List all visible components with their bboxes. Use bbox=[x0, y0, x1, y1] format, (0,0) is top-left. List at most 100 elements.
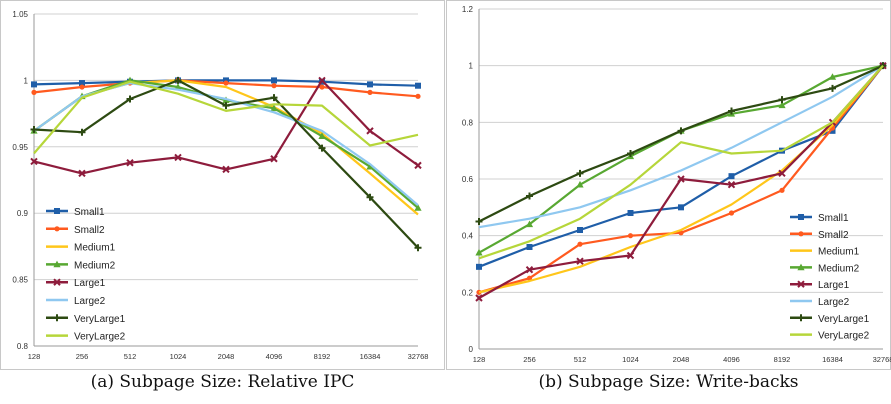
data-point bbox=[779, 187, 785, 193]
y-tick-label: 0.8 bbox=[462, 118, 474, 127]
series-large1 bbox=[475, 61, 887, 302]
x-tick-label: 128 bbox=[473, 355, 486, 364]
data-point bbox=[677, 175, 685, 183]
data-point bbox=[31, 89, 37, 95]
series-verylarge1 bbox=[475, 62, 887, 225]
data-point bbox=[318, 76, 326, 85]
data-point bbox=[223, 77, 229, 84]
data-point bbox=[778, 169, 786, 178]
data-point bbox=[30, 126, 38, 134]
legend-entry: Medium2 bbox=[790, 263, 860, 274]
data-point bbox=[174, 153, 182, 162]
data-point bbox=[626, 251, 635, 260]
legend-label: Large1 bbox=[818, 280, 850, 291]
legend-label: Large2 bbox=[818, 297, 850, 308]
y-tick-label: 0.2 bbox=[462, 288, 474, 297]
data-point bbox=[798, 214, 804, 220]
chart-panel-relative-ipc: 0.8 0.85 0.9 0.95 1 1.05 128 256 512 1024 2048 4096… bbox=[0, 0, 445, 404]
data-point bbox=[270, 94, 278, 102]
data-point bbox=[829, 127, 836, 134]
legend-entry: Small2 bbox=[46, 225, 105, 236]
data-point bbox=[318, 144, 326, 152]
data-point bbox=[366, 162, 374, 170]
legend-label: Medium2 bbox=[818, 263, 860, 274]
data-point bbox=[53, 260, 61, 268]
data-point bbox=[53, 314, 61, 322]
data-point bbox=[79, 80, 85, 87]
legend-label: VeryLarge1 bbox=[818, 314, 870, 325]
series-verylarge2 bbox=[478, 64, 884, 260]
data-point bbox=[318, 132, 326, 139]
series-line bbox=[478, 64, 884, 260]
data-point bbox=[829, 84, 836, 92]
data-point bbox=[627, 233, 634, 239]
data-point bbox=[627, 150, 634, 157]
data-point bbox=[174, 83, 182, 90]
data-point bbox=[414, 204, 422, 211]
data-point bbox=[576, 257, 584, 265]
data-point bbox=[31, 81, 37, 88]
legend-label: Large2 bbox=[74, 296, 106, 307]
data-point bbox=[79, 84, 85, 90]
y-tick-label: 0.4 bbox=[462, 232, 474, 241]
legend-entry: Medium1 bbox=[46, 243, 116, 254]
data-point bbox=[476, 263, 482, 270]
data-point bbox=[475, 218, 483, 225]
data-point bbox=[526, 192, 533, 200]
x-tick-label: 512 bbox=[124, 352, 137, 361]
legend-entry: VeryLarge1 bbox=[790, 314, 870, 325]
data-point bbox=[475, 294, 483, 302]
data-point bbox=[223, 80, 229, 86]
data-point bbox=[828, 73, 837, 80]
legend-entry: Medium2 bbox=[46, 260, 116, 271]
data-point bbox=[576, 169, 584, 177]
data-point bbox=[126, 95, 134, 103]
x-tick-label: 8192 bbox=[774, 355, 791, 364]
data-point bbox=[475, 248, 483, 256]
legend-label: Large1 bbox=[74, 278, 106, 289]
x-tick-label: 16384 bbox=[360, 352, 381, 361]
y-tick-label: 0.85 bbox=[12, 276, 28, 285]
legend-entry: Large1 bbox=[46, 278, 106, 289]
data-point bbox=[778, 101, 786, 109]
data-point bbox=[126, 159, 134, 167]
x-tick-label: 8192 bbox=[314, 352, 331, 361]
data-point bbox=[415, 93, 421, 99]
data-point bbox=[728, 107, 735, 115]
legend-label: VeryLarge2 bbox=[74, 332, 126, 343]
legend-entry: Large2 bbox=[46, 296, 106, 307]
legend-entry: Large2 bbox=[790, 297, 850, 308]
data-point bbox=[78, 169, 86, 178]
data-point bbox=[526, 275, 533, 281]
chart-relative-ipc: 0.8 0.85 0.9 0.95 1 1.05 128 256 512 1024 2048 4096… bbox=[0, 0, 445, 370]
chart-frame bbox=[446, 0, 891, 370]
data-point bbox=[366, 193, 374, 201]
x-tick-label: 16384 bbox=[822, 355, 843, 364]
legend-entry: VeryLarge2 bbox=[46, 332, 126, 343]
legend-entry: Small2 bbox=[790, 230, 849, 241]
y-tick-label: 0 bbox=[469, 345, 474, 354]
x-tick-label: 512 bbox=[574, 355, 587, 364]
data-point bbox=[415, 82, 421, 89]
data-point bbox=[627, 210, 634, 216]
legend-entry: Medium1 bbox=[790, 247, 860, 258]
data-point bbox=[577, 227, 583, 233]
data-point bbox=[728, 173, 735, 180]
legend-entry: Small1 bbox=[790, 213, 849, 224]
chart-frame bbox=[0, 0, 445, 370]
data-point bbox=[525, 220, 534, 228]
caption-write-backs: (b) Subpage Size: Write-backs bbox=[538, 372, 799, 392]
data-point bbox=[78, 128, 86, 136]
y-tick-label: 1.2 bbox=[462, 5, 474, 14]
series-verylarge2 bbox=[33, 80, 419, 155]
x-tick-label: 2048 bbox=[218, 352, 235, 361]
data-point bbox=[798, 231, 804, 237]
legend-label: Medium1 bbox=[74, 243, 116, 254]
legend-label: Small2 bbox=[818, 230, 849, 241]
data-point bbox=[414, 244, 422, 252]
x-tick-label: 2048 bbox=[673, 355, 690, 364]
y-tick-label: 1 bbox=[24, 76, 29, 85]
data-point bbox=[727, 180, 736, 189]
data-point bbox=[728, 210, 735, 216]
data-point bbox=[797, 280, 805, 288]
